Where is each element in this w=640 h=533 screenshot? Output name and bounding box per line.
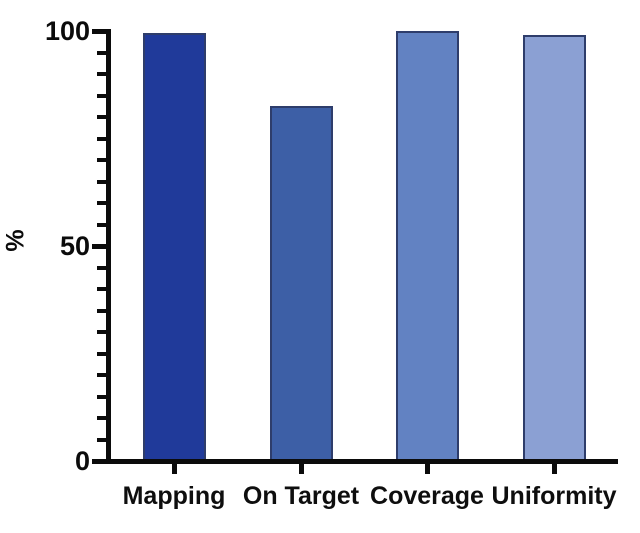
bar-mapping [142,33,206,461]
y-minor-tick [97,115,106,119]
y-major-tick [92,243,106,249]
y-minor-tick [97,394,106,399]
y-tick-label: 50 [59,231,90,261]
bar-coverage [395,31,459,461]
y-minor-tick [97,437,106,442]
x-tick [551,463,557,474]
y-minor-tick [97,330,106,334]
y-tick-label: 0 [74,446,90,476]
bar-uniformity [522,35,586,461]
x-category-label: Mapping [122,482,226,510]
y-minor-tick [97,50,106,55]
y-minor-tick [97,351,106,356]
y-minor-tick [97,308,106,313]
x-tick [298,463,304,474]
x-category-label: Coverage [370,482,484,510]
y-major-tick [92,28,106,34]
y-minor-tick [97,222,106,227]
y-minor-tick [97,72,106,76]
x-tick [424,463,430,474]
x-tick [171,463,177,474]
y-minor-tick [97,158,106,162]
y-minor-tick [97,373,106,377]
y-minor-tick [97,136,106,141]
y-minor-tick [97,416,106,420]
y-minor-tick [97,287,106,291]
bar-on-target [269,106,333,461]
x-category-label: On Target [242,482,360,510]
x-category-label: Uniformity [491,482,617,510]
y-axis-spine [106,29,111,464]
y-minor-tick [97,179,106,184]
y-minor-tick [97,93,106,98]
y-tick-label: 100 [44,16,90,46]
y-minor-tick [97,201,106,205]
x-axis-line [92,459,618,464]
y-minor-tick [97,265,106,270]
